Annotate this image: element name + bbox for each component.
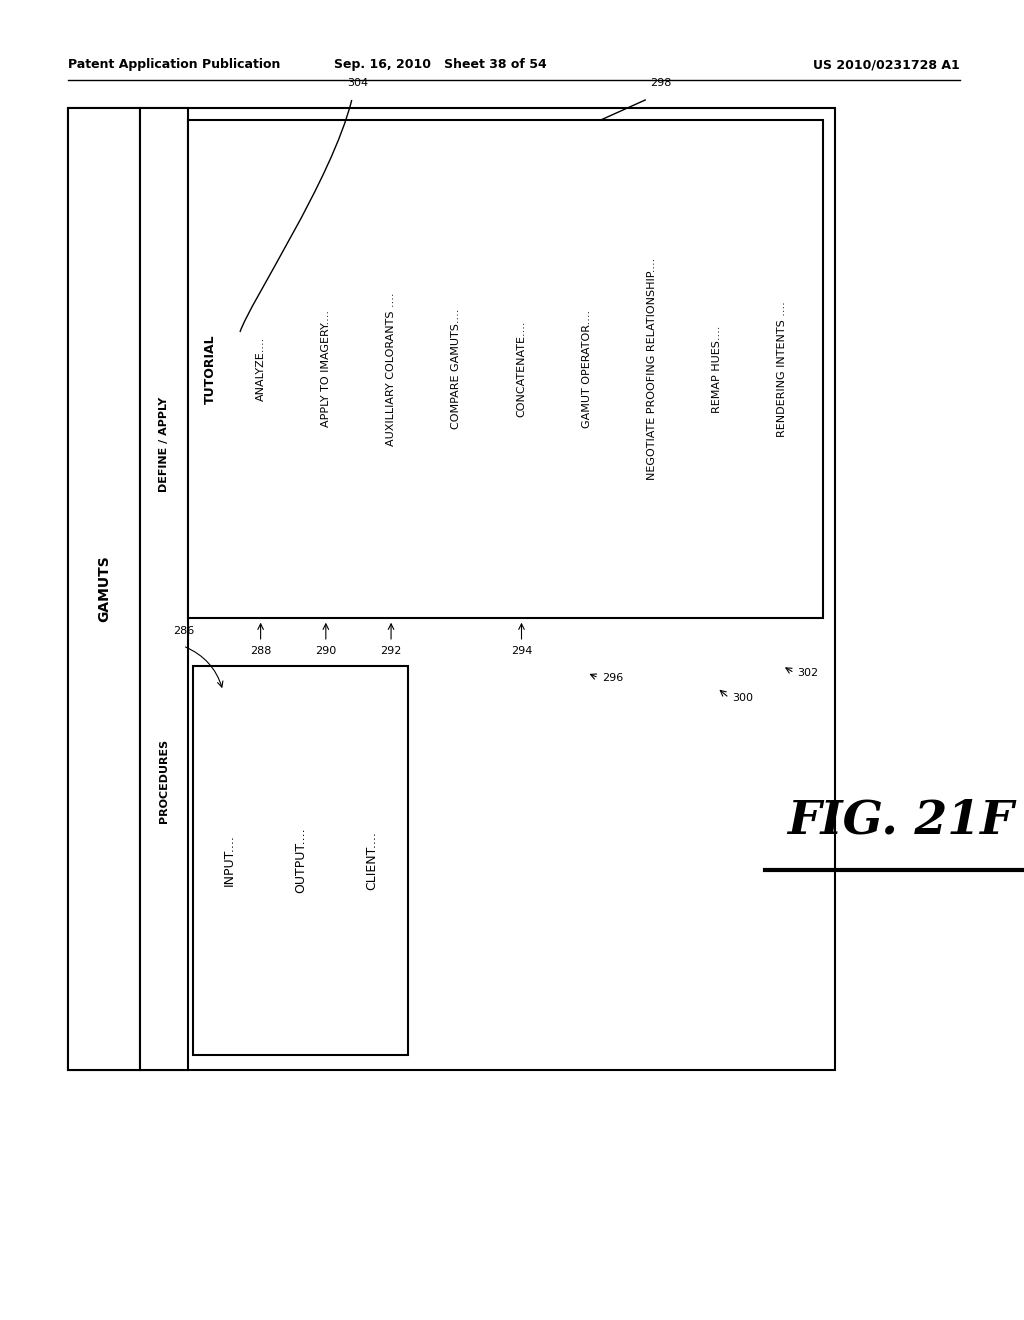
Text: APPLY TO IMAGERY....: APPLY TO IMAGERY.... [321,310,331,428]
Text: 286: 286 [173,626,195,636]
Bar [68,108,140,1071]
Text: US 2010/0231728 A1: US 2010/0231728 A1 [813,58,961,71]
Text: OUTPUT....: OUTPUT.... [294,828,307,894]
Text: COMPARE GAMUTS....: COMPARE GAMUTS.... [452,309,461,429]
Text: DEFINE / APPLY: DEFINE / APPLY [159,397,169,492]
Text: INPUT....: INPUT.... [222,834,236,887]
Text: 298: 298 [650,78,672,88]
Text: 290: 290 [315,645,337,656]
Text: FIG. 21F: FIG. 21F [786,797,1014,843]
Bar [68,108,835,1071]
Text: ANALYZE....: ANALYZE.... [256,337,265,401]
Bar [140,108,188,1071]
Text: Sep. 16, 2010   Sheet 38 of 54: Sep. 16, 2010 Sheet 38 of 54 [334,58,547,71]
Text: CLIENT....: CLIENT.... [366,832,379,890]
Text: Patent Application Publication: Patent Application Publication [68,58,281,71]
Text: TUTORIAL: TUTORIAL [204,334,216,404]
Text: 292: 292 [380,645,401,656]
Text: 294: 294 [511,645,532,656]
Text: PROCEDURES: PROCEDURES [159,739,169,824]
Text: 300: 300 [732,693,754,702]
Text: GAMUT OPERATOR....: GAMUT OPERATOR.... [582,310,592,428]
Text: REMAP HUES....: REMAP HUES.... [712,325,722,413]
Text: 288: 288 [250,645,271,656]
Bar [188,120,823,618]
Text: CONCATENATE....: CONCATENATE.... [516,321,526,417]
Text: GAMUTS: GAMUTS [97,556,111,622]
Text: AUXILLIARY COLORANTS ....: AUXILLIARY COLORANTS .... [386,292,396,446]
Text: 302: 302 [798,668,818,678]
Text: NEGOTIATE PROOFING RELATIONSHIP....: NEGOTIATE PROOFING RELATIONSHIP.... [647,257,657,480]
Bar [193,667,408,1055]
Text: RENDERING INTENTS ....: RENDERING INTENTS .... [777,301,787,437]
Text: 296: 296 [602,673,623,682]
Text: 304: 304 [347,78,368,88]
